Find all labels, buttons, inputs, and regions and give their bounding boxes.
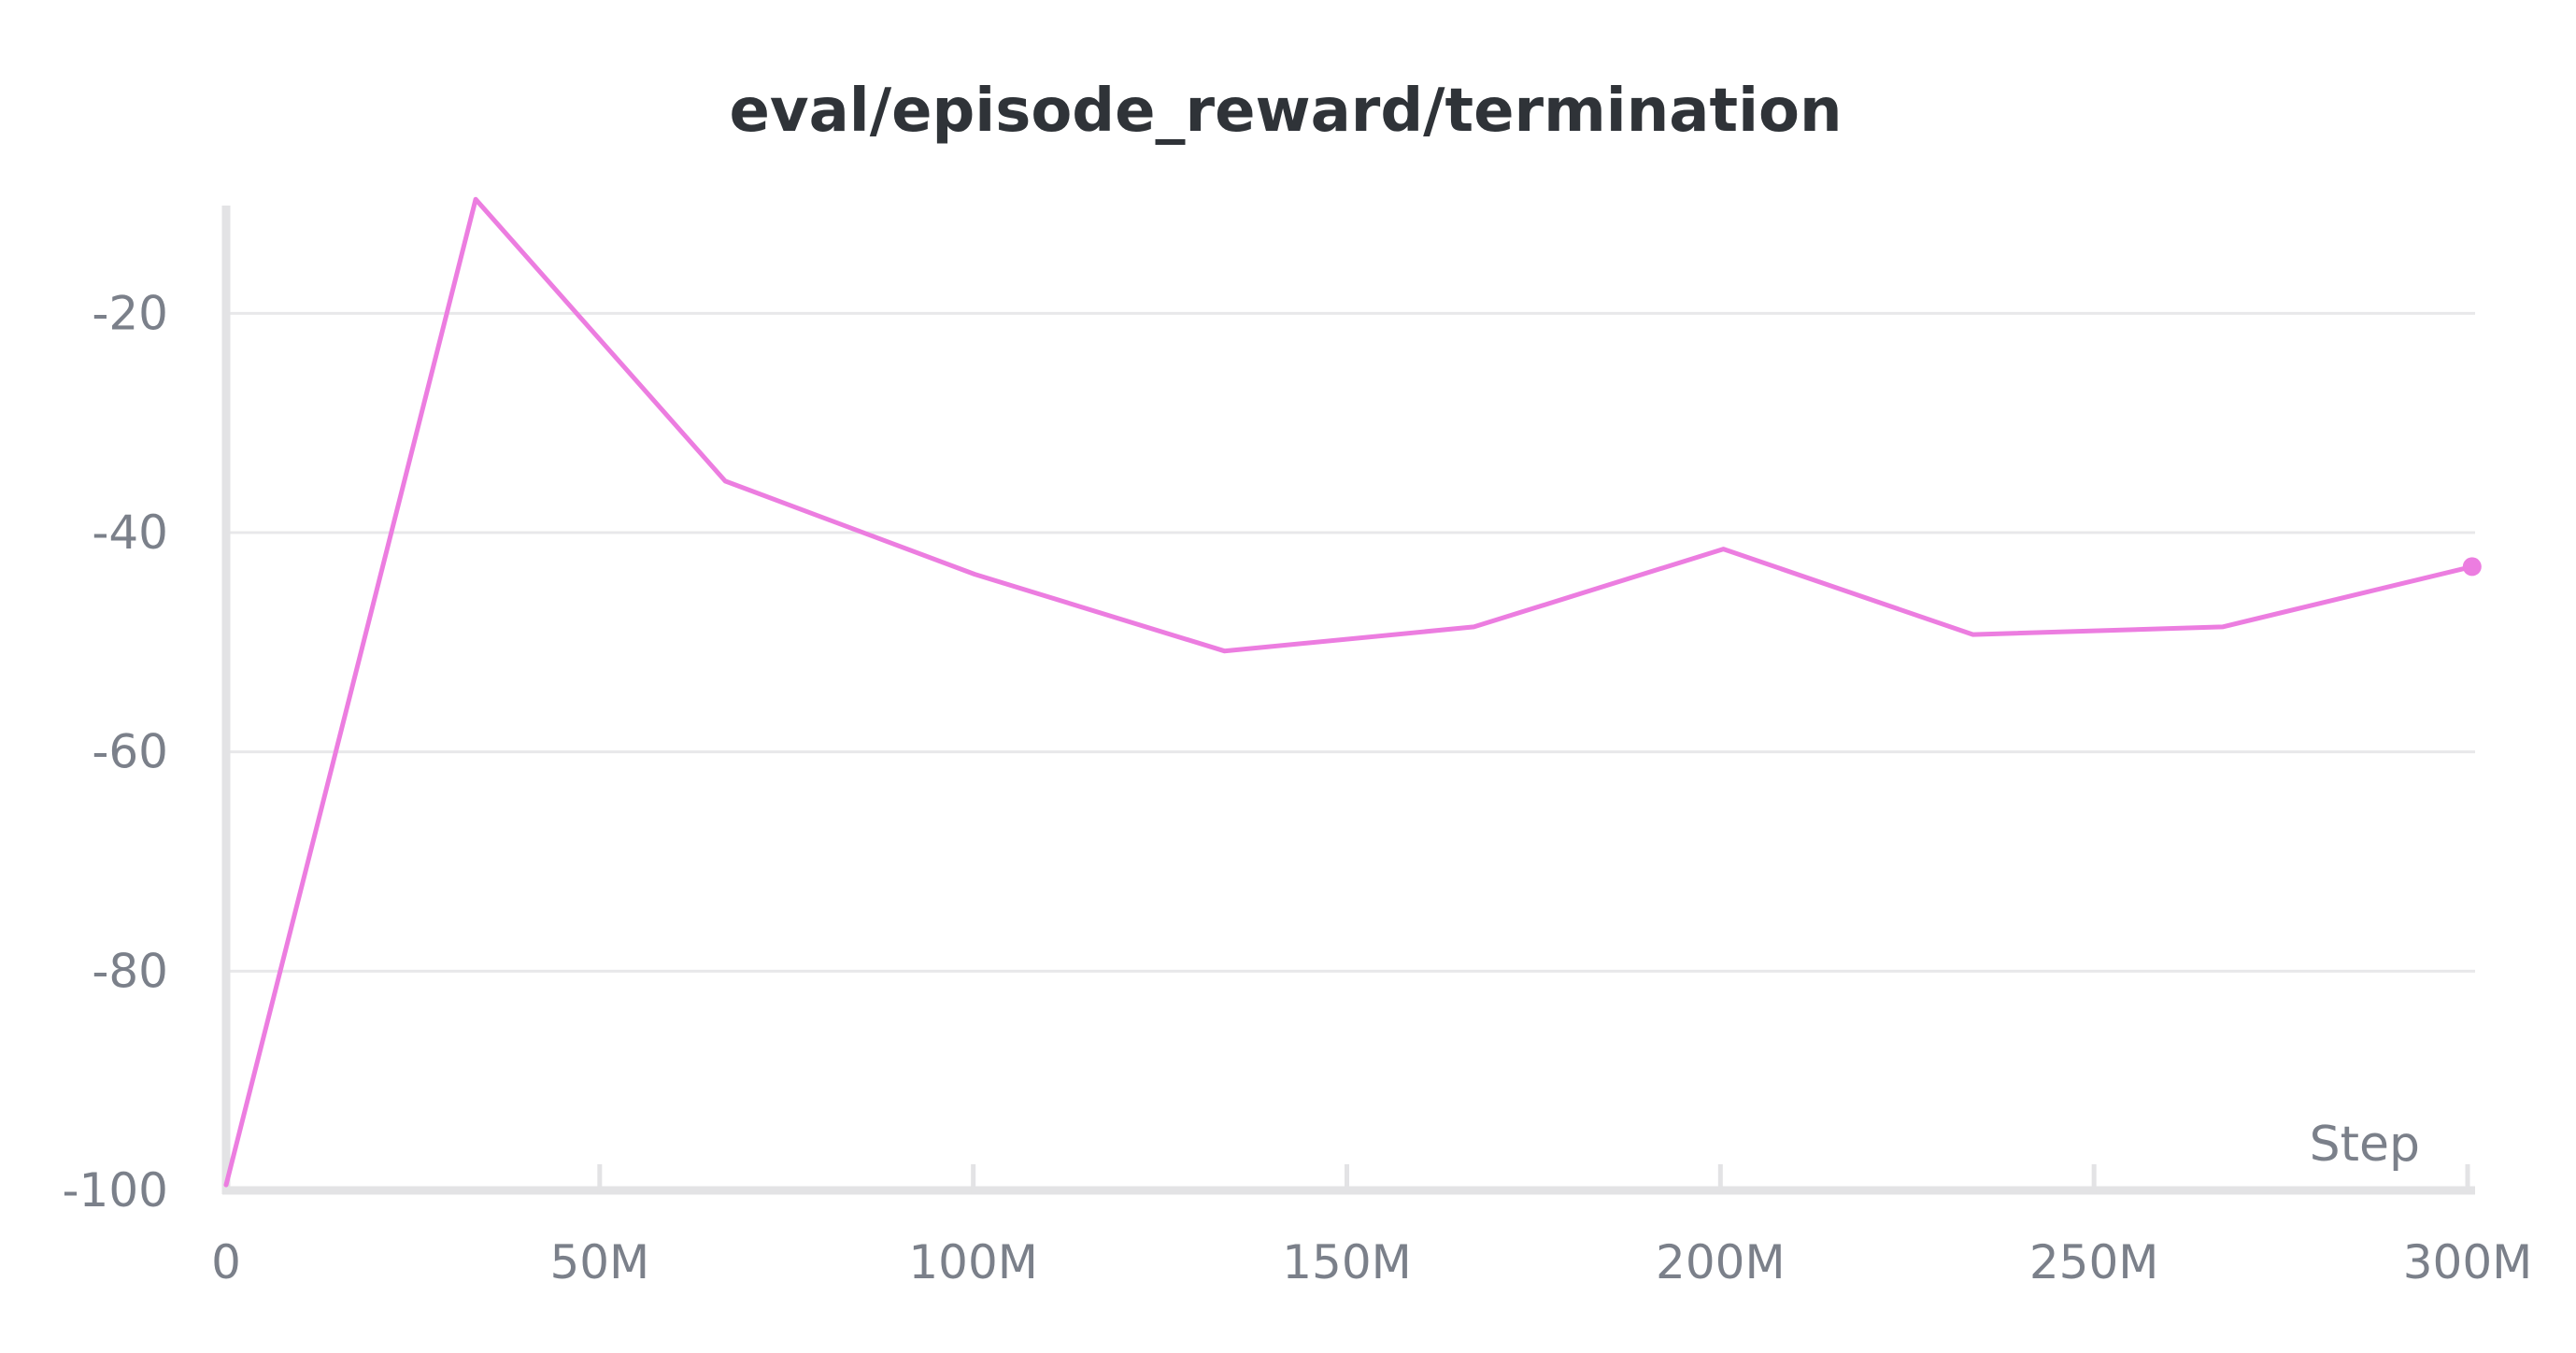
x-tick-label: 300M [2403, 1235, 2533, 1289]
data-point [2462, 557, 2482, 577]
y-tick-label: -60 [92, 725, 168, 779]
series-line [223, 196, 2475, 1188]
x-axis-title: Step [2310, 1117, 2420, 1173]
grid-lines [226, 311, 2475, 973]
x-tick-label: 250M [2029, 1235, 2159, 1289]
y-tick-label: -100 [63, 1163, 168, 1218]
x-tick-label: 50M [549, 1235, 649, 1289]
x-tick-label: 150M [1282, 1235, 1412, 1289]
tick-labels: -20 -40 -60 -80 -100 0 50M 100M 150M 200M 250M 300M [63, 286, 2533, 1289]
y-tick-label: -40 [92, 506, 168, 560]
x-tick-label: 200M [1656, 1235, 1786, 1289]
x-tick-label: 0 [211, 1235, 241, 1289]
x-tick-label: 100M [908, 1235, 1038, 1289]
chart-title: eval/episode_reward/termination [729, 77, 1842, 146]
axes [221, 206, 2475, 1195]
y-tick-label: -80 [92, 944, 168, 998]
y-tick-label: -20 [92, 286, 168, 340]
series-layer [223, 196, 2482, 1188]
